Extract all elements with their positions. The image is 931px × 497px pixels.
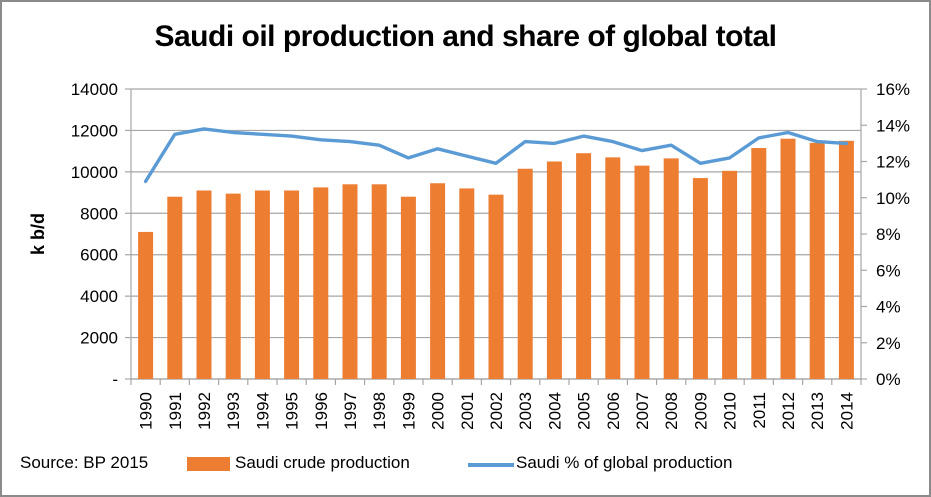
right-axis-tick-label: 0% [876,370,901,389]
bar-2006 [605,157,621,379]
share-line [143,127,849,184]
right-axis-tick-label: 8% [876,225,901,244]
legend-row: Source: BP 2015 Saudi crude production S… [2,450,929,480]
x-axis-label-2001: 2001 [458,392,477,430]
x-axis-label-1992: 1992 [195,392,214,430]
bar-2005 [576,153,592,379]
right-axis-tick-label: 12% [876,153,910,172]
x-axis-label-1990: 1990 [137,392,156,430]
x-axis-label-2014: 2014 [837,392,856,430]
bar-2004 [546,161,562,379]
bar-2008 [663,158,679,379]
right-axis-tick-label: 2% [876,334,901,353]
bar-1997 [342,184,358,379]
bar-2013 [809,142,825,379]
left-axis-tick-label: 4000 [80,287,118,306]
x-axis-label-2006: 2006 [604,392,623,430]
bar-1990 [138,231,154,379]
left-axis-tick-label: 2000 [80,329,118,348]
x-axis-label-1998: 1998 [370,392,389,430]
bar-2002 [488,194,504,379]
bar-2010 [722,170,738,379]
chart-title: Saudi oil production and share of global… [154,20,777,53]
bar-1994 [254,190,270,379]
x-axis-label-1997: 1997 [341,392,360,430]
x-axis-label-2004: 2004 [545,392,564,430]
left-axis-tick-label: 10000 [71,163,118,182]
x-axis-label-1993: 1993 [224,392,243,430]
right-axis-tick-label: 10% [876,189,910,208]
x-axis-label-2011: 2011 [750,392,769,429]
bar-1995 [284,190,300,379]
bar-1993 [225,193,241,379]
legend-line-swatch [468,463,514,467]
bar-2007 [634,165,650,379]
bar-1996 [313,187,329,379]
x-axis-label-2008: 2008 [662,392,681,430]
bar-2012 [780,138,796,379]
x-axis-label-2003: 2003 [516,392,535,430]
x-axis-label-2007: 2007 [633,392,652,430]
bar-2000 [430,183,446,379]
x-axis-label-1994: 1994 [253,392,272,430]
x-axis-label-1999: 1999 [399,392,418,430]
x-axis-label-1996: 1996 [312,392,331,430]
x-axis-label-2002: 2002 [487,392,506,430]
left-axis-tick-label: 8000 [80,204,118,223]
bar-1999 [400,196,416,379]
x-axis-label-2010: 2010 [721,392,740,430]
x-axis-label-1991: 1991 [166,392,185,430]
left-axis-tick-label: 12000 [71,121,118,140]
x-axis-label-2009: 2009 [691,392,710,430]
bar-2011 [751,148,767,379]
bar-1998 [371,184,387,379]
x-axis-label-2013: 2013 [808,392,827,430]
bar-2009 [692,178,708,379]
x-axis-label-2005: 2005 [575,392,594,430]
right-axis-tick-label: 6% [876,261,901,280]
legend-bar-label: Saudi crude production [235,453,410,472]
left-axis-tick-label: - [112,370,118,389]
right-axis-tick-label: 4% [876,298,901,317]
left-axis-tick-label: 14000 [71,80,118,99]
bar-2003 [517,168,533,379]
left-axis-title: k b/d [28,213,48,255]
x-axis-label-2000: 2000 [429,392,448,430]
left-axis-tick-label: 6000 [80,246,118,265]
legend-line-label: Saudi % of global production [516,453,733,472]
bar-2014 [838,140,854,379]
legend-bar-swatch [187,457,230,471]
bar-2001 [459,188,475,379]
bar-1992 [196,190,212,379]
x-axis-label-2012: 2012 [779,392,798,430]
source-note: Source: BP 2015 [20,453,149,472]
x-axis-label-1995: 1995 [283,392,302,430]
right-axis-tick-label: 16% [876,80,910,99]
right-axis-tick-label: 14% [876,116,910,135]
bar-1991 [167,196,183,379]
